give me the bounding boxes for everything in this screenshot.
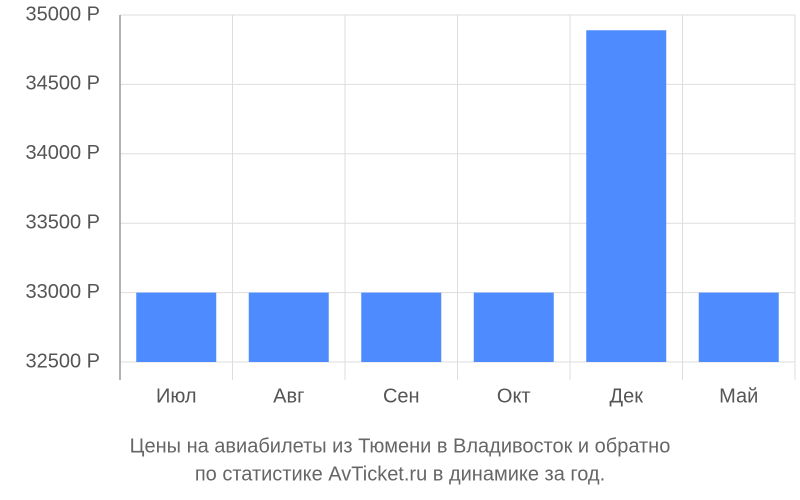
x-tick-label: Июл xyxy=(156,385,197,407)
y-tick-label: 32500 Р xyxy=(25,350,100,372)
bar xyxy=(361,292,442,362)
y-tick-label: 35000 Р xyxy=(25,3,100,25)
x-tick-label: Дек xyxy=(610,385,644,407)
chart-subtitle: по статистике AvTicket.ru в динамике за … xyxy=(195,463,605,485)
y-tick-label: 33000 Р xyxy=(25,281,100,303)
y-tick-label: 34500 Р xyxy=(25,73,100,95)
bar xyxy=(473,292,554,362)
y-tick-label: 33500 Р xyxy=(25,211,100,233)
x-tick-label: Авг xyxy=(273,385,304,407)
bar xyxy=(586,30,667,362)
x-tick-label: Окт xyxy=(497,385,531,407)
bar xyxy=(136,292,217,362)
bar xyxy=(248,292,329,362)
chart-title: Цены на авиабилеты из Тюмени в Владивост… xyxy=(130,435,671,457)
y-tick-label: 34000 Р xyxy=(25,142,100,164)
bar xyxy=(698,292,779,362)
x-tick-label: Май xyxy=(719,385,758,407)
x-tick-label: Сен xyxy=(383,385,420,407)
